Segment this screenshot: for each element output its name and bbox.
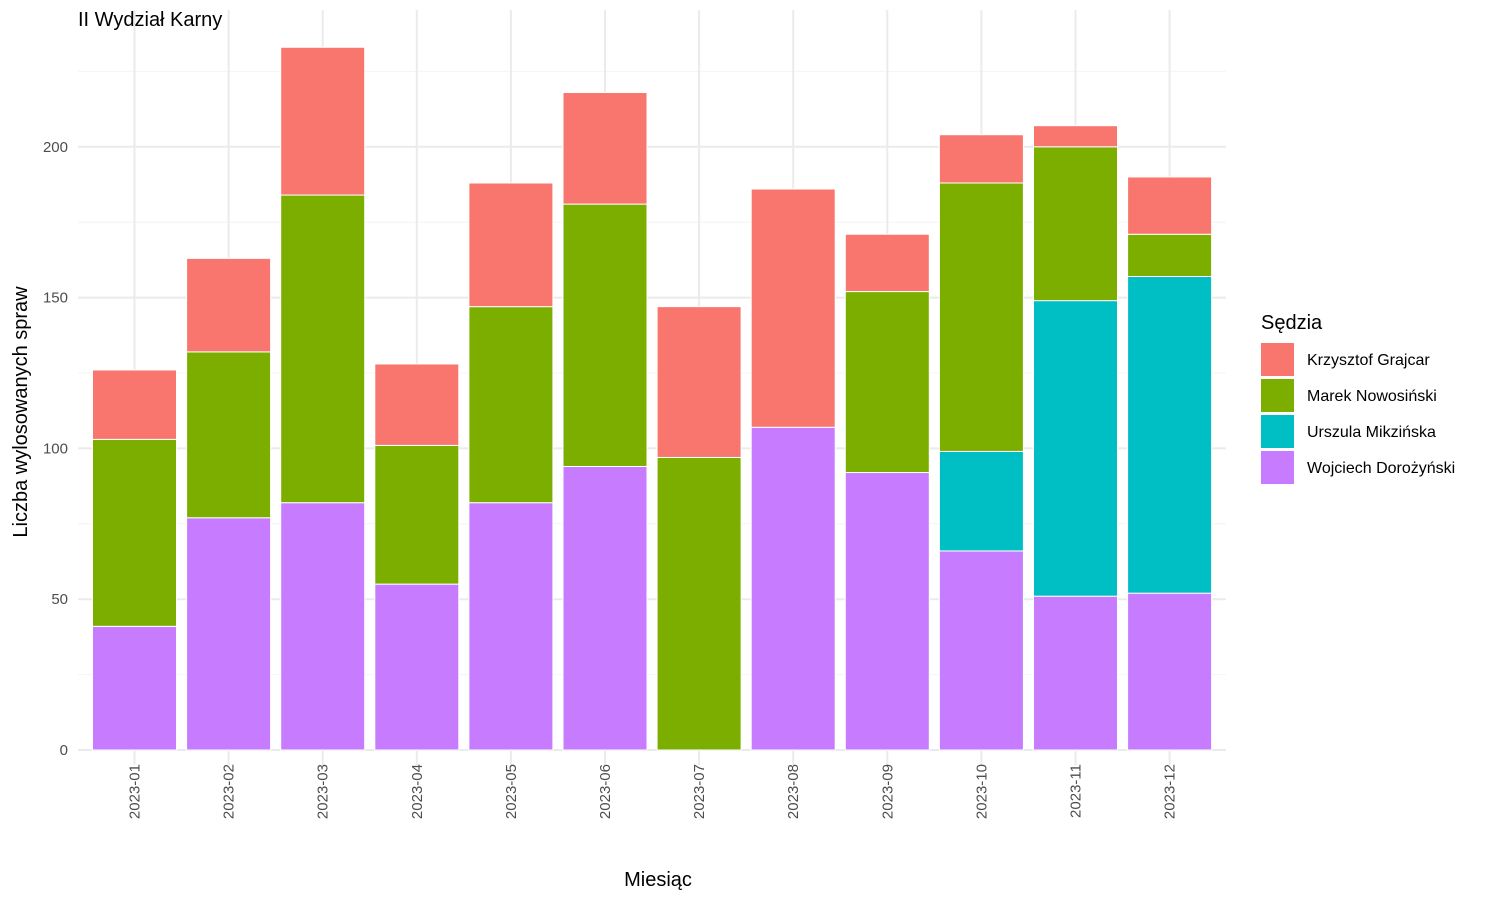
bar-segment (280, 194, 366, 504)
bar-segment (1127, 275, 1213, 594)
bar-segment (186, 257, 272, 353)
bar-segment (374, 363, 460, 446)
bar-segment (1127, 233, 1213, 277)
bar-segment (938, 134, 1024, 184)
bar-segment (562, 92, 648, 205)
bars (92, 46, 1213, 751)
x-axis-ticks: 2023-01 2023-02 2023-03 2023-04 2023-05 2023-… (127, 764, 1179, 819)
bar-segment (844, 291, 930, 474)
y-tick-label: 0 (60, 742, 68, 759)
legend-label: Urszula Mikzińska (1307, 424, 1436, 441)
legend-swatch (1261, 415, 1294, 448)
bar-segment (468, 502, 554, 751)
bar-segment (186, 351, 272, 519)
x-tick-label: 2023-06 (597, 764, 614, 819)
legend: Sędzia Krzysztof Grajcar Marek Nowosiński… (1261, 312, 1455, 484)
bar-segment (938, 182, 1024, 452)
bar-segment (1033, 146, 1118, 302)
y-tick-label: 100 (43, 440, 68, 457)
x-tick-label: 2023-09 (879, 764, 896, 819)
bar-segment (844, 233, 930, 293)
x-tick-label: 2023-10 (973, 764, 990, 819)
legend-label: Krzysztof Grajcar (1307, 352, 1430, 369)
bar-segment (750, 188, 836, 428)
bar-segment (656, 306, 742, 458)
x-axis-title: Miesiąc (624, 869, 692, 891)
x-tick-label: 2023-05 (503, 764, 520, 819)
bar-segment (562, 465, 648, 751)
legend-label: Marek Nowosiński (1307, 388, 1437, 405)
bar-segment (562, 203, 648, 467)
bar-segment (280, 502, 366, 751)
x-tick-label: 2023-02 (221, 764, 238, 819)
bar-segment (1033, 125, 1118, 148)
bar-segment (1127, 592, 1213, 751)
x-tick-label: 2023-01 (127, 764, 144, 819)
y-tick-label: 200 (43, 139, 68, 156)
bar-segment (1033, 595, 1118, 751)
legend-title: Sędzia (1261, 312, 1323, 334)
legend-items: Krzysztof Grajcar Marek Nowosiński Urszula… (1261, 343, 1455, 484)
bar-segment (844, 472, 930, 751)
bar-segment (92, 625, 177, 751)
x-tick-label: 2023-12 (1162, 764, 1179, 819)
x-tick-label: 2023-07 (691, 764, 708, 819)
chart-title: II Wydział Karny (78, 9, 222, 31)
bar-segment (374, 444, 460, 585)
bar-segment (938, 450, 1024, 552)
legend-swatch (1261, 379, 1294, 412)
y-axis-ticks: 0 50 100 150 200 (43, 139, 68, 759)
bar-segment (468, 306, 554, 504)
y-tick-label: 150 (43, 290, 68, 307)
bar-segment (186, 517, 272, 751)
bar-segment (468, 182, 554, 308)
y-axis-title: Liczba wylosowanych spraw (10, 286, 32, 538)
bar-segment (656, 456, 742, 751)
legend-label: Wojciech Dorożyński (1307, 460, 1455, 477)
bar-segment (938, 550, 1024, 751)
x-tick-label: 2023-08 (785, 764, 802, 819)
legend-swatch (1261, 343, 1294, 376)
bar-segment (92, 438, 177, 627)
bar-segment (750, 426, 836, 751)
legend-swatch (1261, 451, 1294, 484)
x-tick-label: 2023-04 (409, 764, 426, 819)
x-tick-label: 2023-03 (315, 764, 332, 819)
bar-segment (1033, 300, 1118, 597)
bar-segment (1127, 176, 1213, 235)
bar-segment (374, 583, 460, 751)
bar-segment (92, 369, 177, 440)
y-tick-label: 50 (51, 591, 68, 608)
x-tick-label: 2023-11 (1068, 764, 1085, 818)
bar-segment (280, 46, 366, 196)
